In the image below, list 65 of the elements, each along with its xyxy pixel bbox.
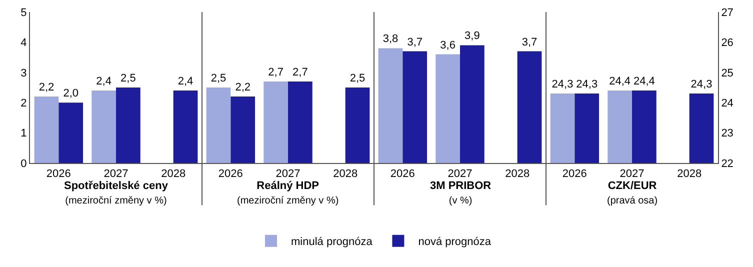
data-label: 2,2 [235,82,250,94]
text: CZK/EUR (pravá osa) [607,180,658,206]
data-label: 2,7 [268,66,284,78]
data-label: 3,8 [382,33,398,46]
bar [345,88,370,163]
y2-tick-label: 26 [721,37,734,50]
bar [116,88,140,163]
data-label: 2,5 [120,72,136,84]
x-tick-label: 2027 [104,168,128,180]
y2-tick-label: 23 [721,128,734,140]
bar [402,51,428,163]
bar [264,81,288,163]
x-tick-label: 2027 [448,168,472,180]
data-label: 3,6 [440,39,456,52]
bar [58,102,84,163]
data-label: 24,3 [576,78,598,91]
y2-tick-label: 24 [721,97,734,110]
y-tick-label: 5 [20,6,27,19]
y-tick-label: 2 [20,97,27,110]
bar [230,96,256,163]
bar [517,51,542,163]
bar [206,88,231,163]
data-label: 3,7 [522,36,538,48]
text: Reálný HDP (meziroční změny v %) [237,180,339,206]
legend-label: minulá prognóza [291,236,374,248]
data-label: 2,4 [178,76,194,88]
text: Spotřebitelské ceny (meziroční změny v %) [64,180,169,206]
y2-tick-label: 27 [721,6,734,19]
data-label: 3,9 [464,30,480,42]
data-label: 2,4 [96,76,112,88]
data-label: 2,5 [210,72,226,84]
x-tick-label: 2028 [161,168,186,180]
x-tick-label: 2026 [562,168,587,180]
x-tick-label: 2028 [505,168,530,180]
x-tick-label: 2028 [333,168,358,180]
data-label: 3,7 [407,36,422,48]
x-tick-label: 2028 [677,168,702,180]
x-tick-label: 2027 [276,168,300,180]
x-tick-label: 2026 [390,168,415,180]
bar [34,96,59,163]
bar [173,90,198,163]
bar [92,90,116,163]
bar [288,81,312,163]
y-tick-label: 1 [20,128,27,140]
data-label: 2,7 [292,66,308,78]
data-label: 2,5 [350,72,366,84]
data-label: 24,3 [552,78,574,91]
y-tick-label: 0 [20,158,27,170]
data-label: 2,0 [63,88,78,100]
x-tick-label: 2026 [218,168,243,180]
bar [436,54,460,163]
legend-label: nová prognóza [418,236,492,248]
x-tick-label: 2027 [620,168,644,180]
data-label: 2,2 [38,82,54,94]
y-tick-label: 3 [20,67,27,80]
data-label: 24,4 [633,76,655,88]
data-label: 24,4 [609,76,631,88]
text: 3M PRIBOR (v %) [430,180,492,206]
data-label: 24,3 [690,78,712,91]
bar [378,48,403,163]
x-tick-label: 2026 [46,168,71,180]
y2-tick-label: 25 [721,67,734,80]
y2-tick-label: 22 [721,158,734,170]
bar [460,45,484,163]
y-tick-label: 4 [20,37,27,50]
